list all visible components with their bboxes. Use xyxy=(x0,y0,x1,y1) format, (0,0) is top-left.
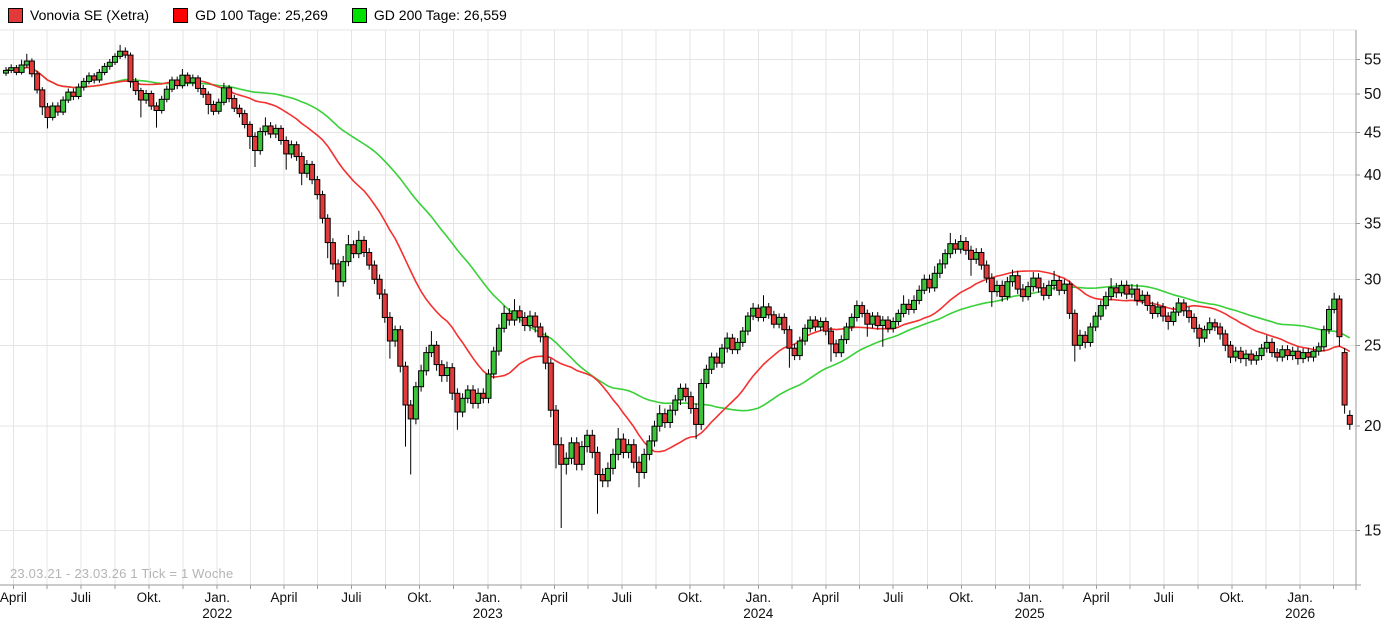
gd100-swatch-icon xyxy=(173,7,189,23)
svg-text:Jan.: Jan. xyxy=(1287,590,1313,605)
series-swatch-icon xyxy=(8,7,23,23)
svg-text:50: 50 xyxy=(1364,86,1382,103)
gridlines xyxy=(0,29,1356,585)
svg-text:Okt.: Okt. xyxy=(949,590,974,605)
svg-text:Juli: Juli xyxy=(71,590,91,605)
svg-text:2026: 2026 xyxy=(1285,606,1315,621)
svg-text:Okt.: Okt. xyxy=(1220,590,1245,605)
svg-text:2025: 2025 xyxy=(1015,606,1045,621)
svg-text:2022: 2022 xyxy=(202,606,232,621)
svg-text:Juli: Juli xyxy=(612,590,632,605)
svg-text:35: 35 xyxy=(1364,215,1381,232)
svg-text:Jan.: Jan. xyxy=(1017,590,1043,605)
svg-text:April: April xyxy=(270,590,297,605)
svg-text:2024: 2024 xyxy=(743,606,774,621)
svg-text:25: 25 xyxy=(1364,337,1381,354)
svg-text:Okt.: Okt. xyxy=(407,590,432,605)
tick-interval-label: 1 Tick = 1 Woche xyxy=(130,566,234,581)
svg-text:2023: 2023 xyxy=(473,606,503,621)
svg-text:April: April xyxy=(541,590,568,605)
chart-legend: Vonovia SE (Xetra) GD 100 Tage: 25,269 G… xyxy=(8,7,507,23)
svg-text:Juli: Juli xyxy=(1154,590,1174,605)
svg-text:Juli: Juli xyxy=(341,590,361,605)
legend-item-gd100: GD 100 Tage: 25,269 xyxy=(173,7,328,23)
svg-text:April: April xyxy=(812,590,839,605)
svg-text:Okt.: Okt. xyxy=(678,590,703,605)
svg-text:30: 30 xyxy=(1364,271,1382,288)
svg-text:55: 55 xyxy=(1364,52,1381,69)
svg-text:April: April xyxy=(0,590,27,605)
svg-text:Juli: Juli xyxy=(883,590,903,605)
svg-text:15: 15 xyxy=(1364,522,1381,539)
svg-text:Jan.: Jan. xyxy=(746,590,772,605)
svg-text:Jan.: Jan. xyxy=(475,590,501,605)
svg-text:20: 20 xyxy=(1364,418,1382,435)
svg-text:Okt.: Okt. xyxy=(137,590,162,605)
series-label: Vonovia SE (Xetra) xyxy=(30,7,150,23)
svg-text:Jan.: Jan. xyxy=(204,590,230,605)
chart-footer-info: 23.03.21 - 23.03.26 1 Tick = 1 Woche xyxy=(10,566,233,581)
legend-item-series: Vonovia SE (Xetra) xyxy=(8,7,149,23)
gd200-swatch-icon xyxy=(351,7,367,23)
svg-text:45: 45 xyxy=(1364,124,1381,141)
gd200-label: GD 200 Tage: 26,559 xyxy=(373,7,507,23)
legend-item-gd200: GD 200 Tage: 26,559 xyxy=(351,7,507,23)
svg-text:40: 40 xyxy=(1364,167,1382,184)
candles xyxy=(3,44,1353,528)
svg-text:April: April xyxy=(1083,590,1110,605)
date-range-label: 23.03.21 - 23.03.26 xyxy=(10,566,127,581)
gd100-label: GD 100 Tage: 25,269 xyxy=(195,7,328,23)
